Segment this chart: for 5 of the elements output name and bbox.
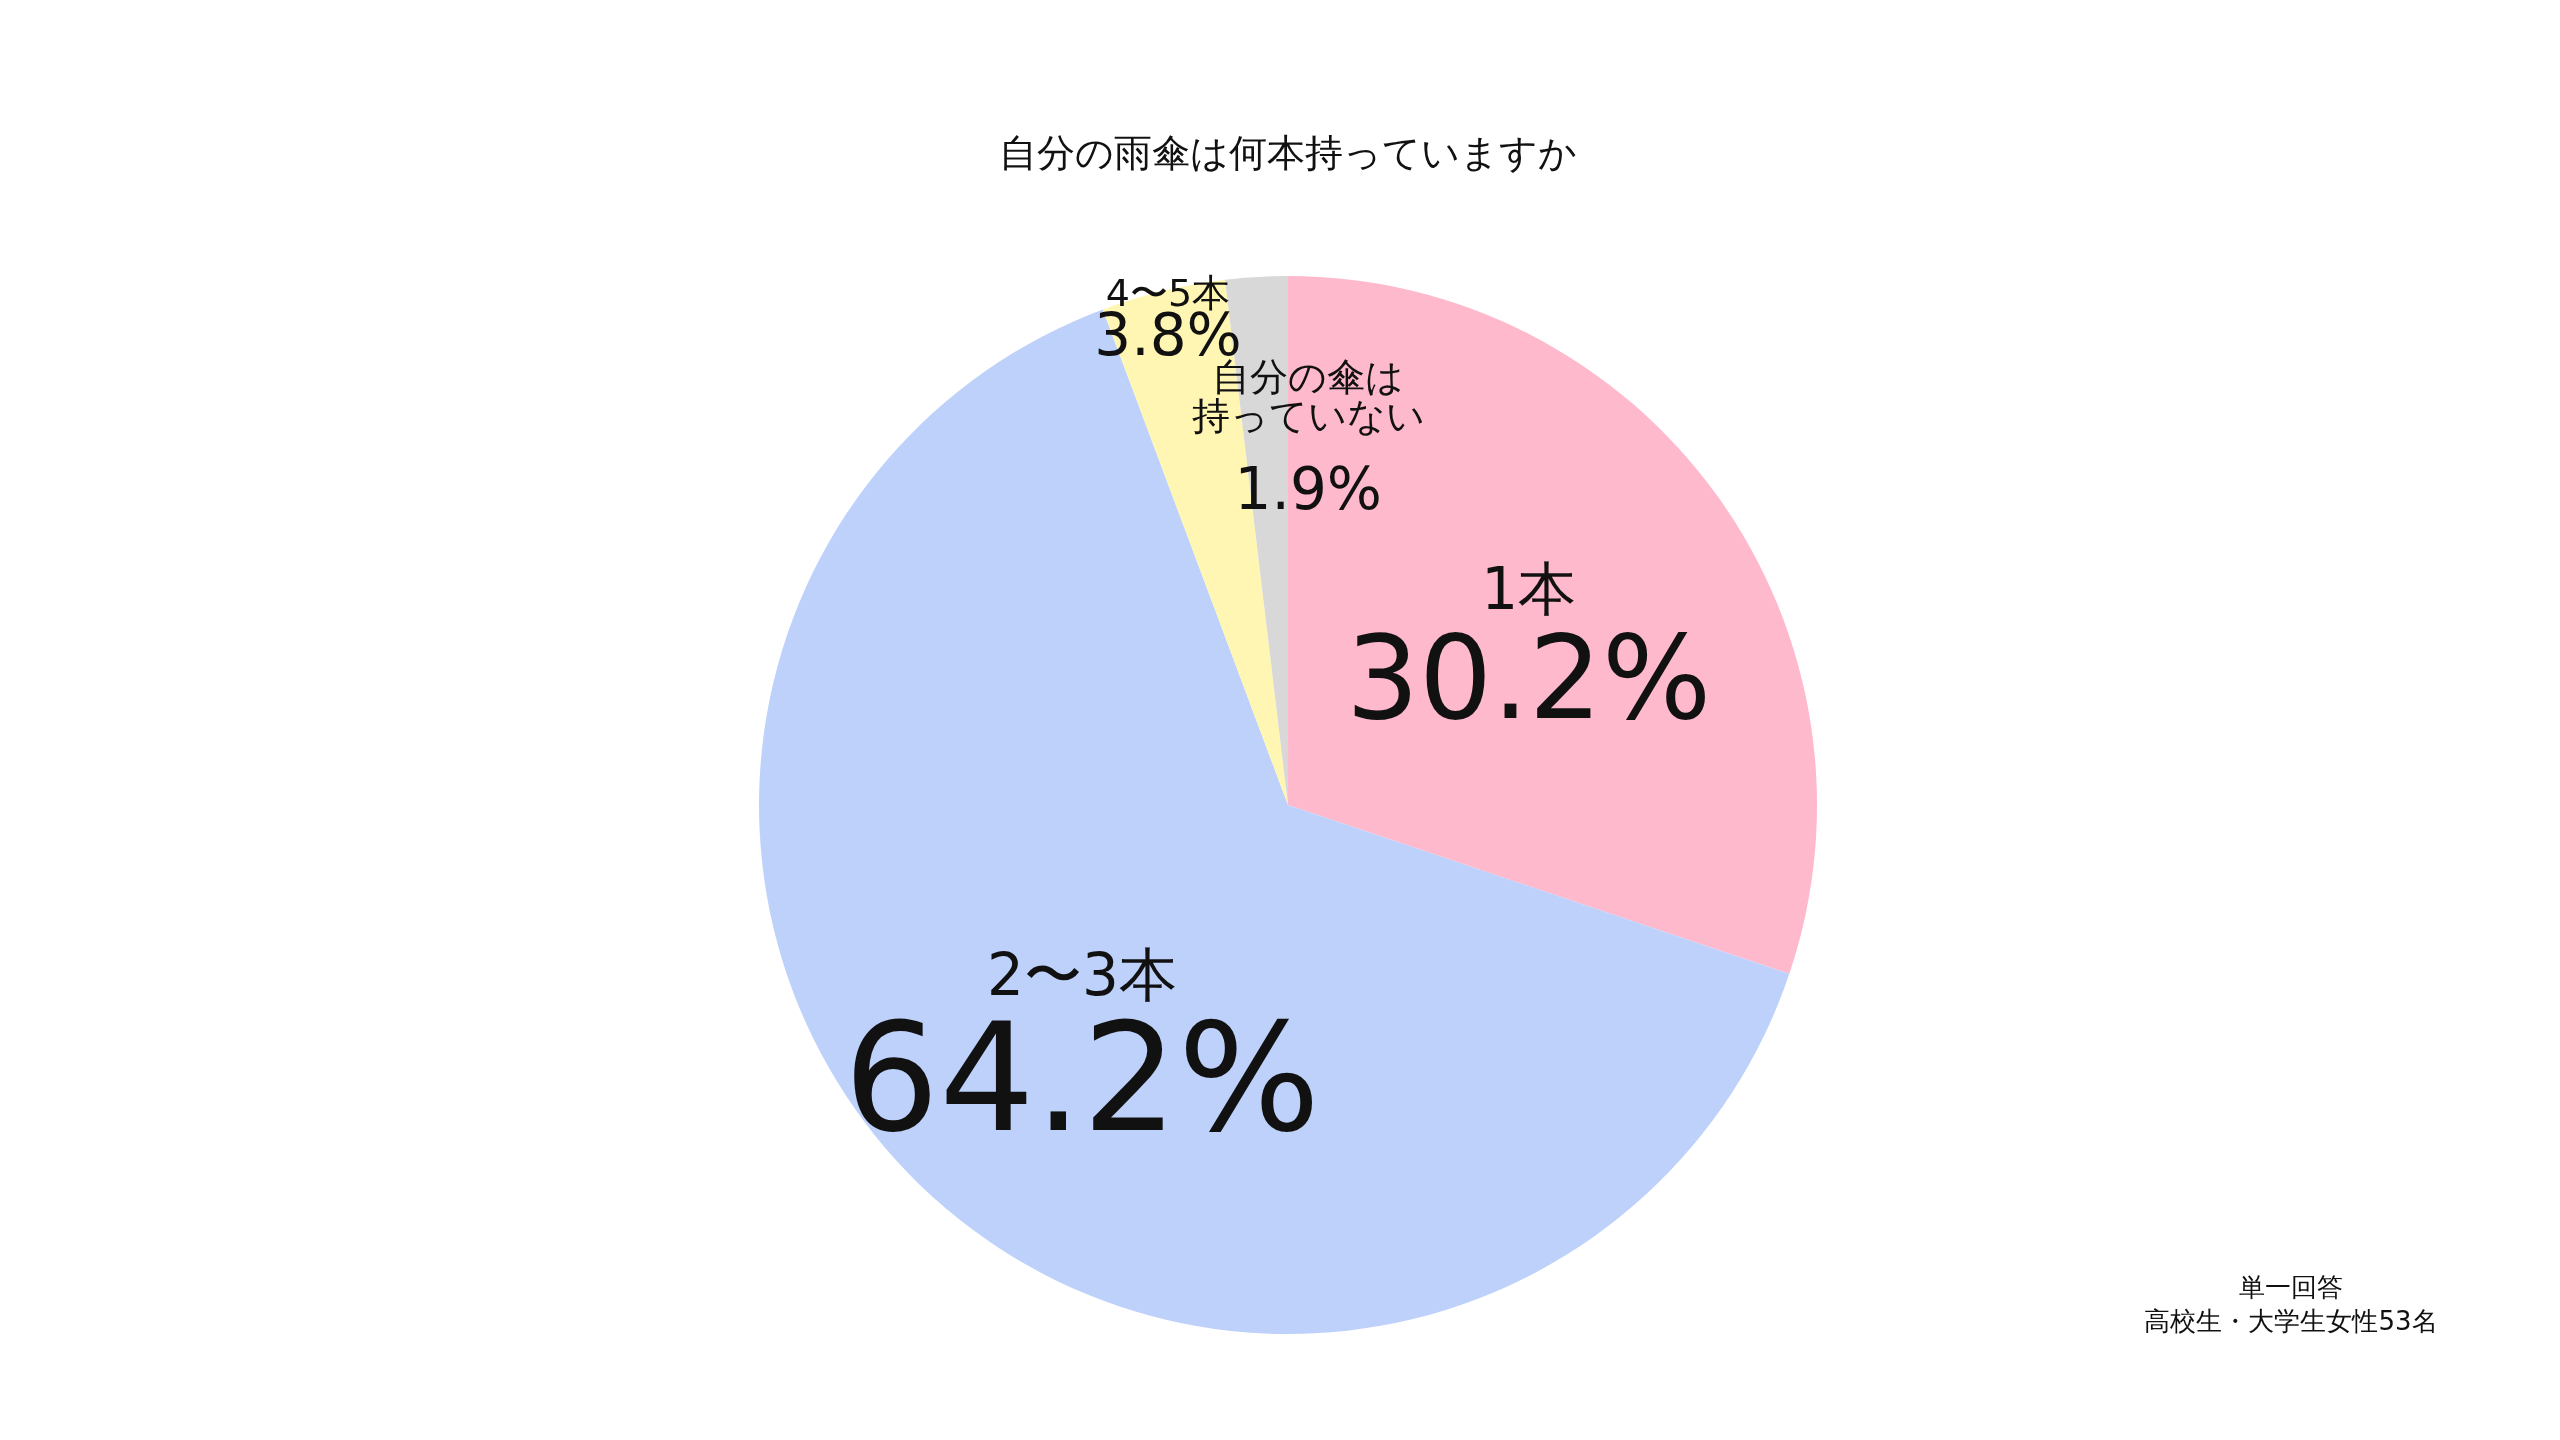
text: 高校生・大学生女性53名 [2144,1306,2438,1336]
text: 単一回答 [2239,1272,2343,1302]
data-label: 1.9% [1234,454,1382,523]
pie-slice [759,309,1790,1334]
chart-title: 自分の雨傘は何本持っていますか [999,131,1577,175]
